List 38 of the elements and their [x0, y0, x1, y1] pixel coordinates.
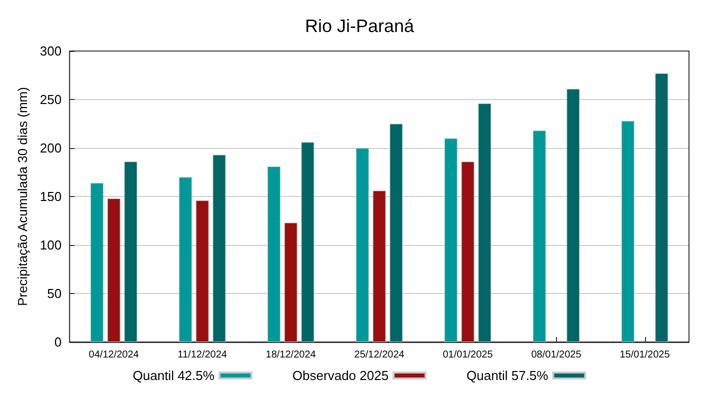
bar: [196, 200, 209, 342]
x-tick-label: 15/01/2025: [620, 350, 670, 360]
x-tick-label: 25/12/2024: [354, 350, 405, 360]
bar: [478, 103, 492, 342]
chart-title: Rio Ji-Paraná: [304, 16, 416, 36]
bar: [566, 88, 580, 342]
bar: [212, 154, 226, 342]
bar: [655, 73, 668, 342]
bar: [356, 148, 369, 342]
x-tick-label: 01/01/2025: [442, 350, 494, 360]
bar: [532, 130, 546, 342]
y-tick-label: 100: [40, 238, 62, 252]
x-tick-label: 11/12/2024: [178, 350, 228, 360]
bar: [621, 120, 634, 342]
bar: [284, 222, 298, 342]
y-tick-label: 250: [40, 92, 62, 107]
x-tick-label: 08/01/2025: [531, 350, 582, 360]
bar: [267, 166, 280, 342]
bar: [461, 162, 474, 342]
y-tick-label: 300: [40, 44, 62, 58]
y-tick-label: 50: [47, 286, 62, 301]
y-axis-title: Precipitação Acumulada 30 dias (mm): [15, 87, 30, 306]
bar: [390, 124, 403, 342]
bar: [107, 198, 120, 342]
legend-label: Quantil 57.5%: [466, 368, 549, 383]
bar: [301, 142, 314, 342]
legend-label: Observado 2025: [292, 368, 389, 383]
bar: [124, 162, 138, 342]
bar: [178, 177, 192, 342]
bar: [90, 182, 104, 342]
y-tick-label: 150: [40, 189, 62, 204]
x-tick-label: 18/12/2024: [266, 350, 316, 360]
y-tick-label: 0: [54, 334, 62, 350]
y-tick-label: 200: [40, 140, 62, 156]
bar: [372, 190, 386, 342]
legend-label: Quantil 42.5%: [132, 368, 215, 383]
bar: [444, 138, 458, 342]
x-tick-label: 04/12/2024: [88, 350, 140, 360]
